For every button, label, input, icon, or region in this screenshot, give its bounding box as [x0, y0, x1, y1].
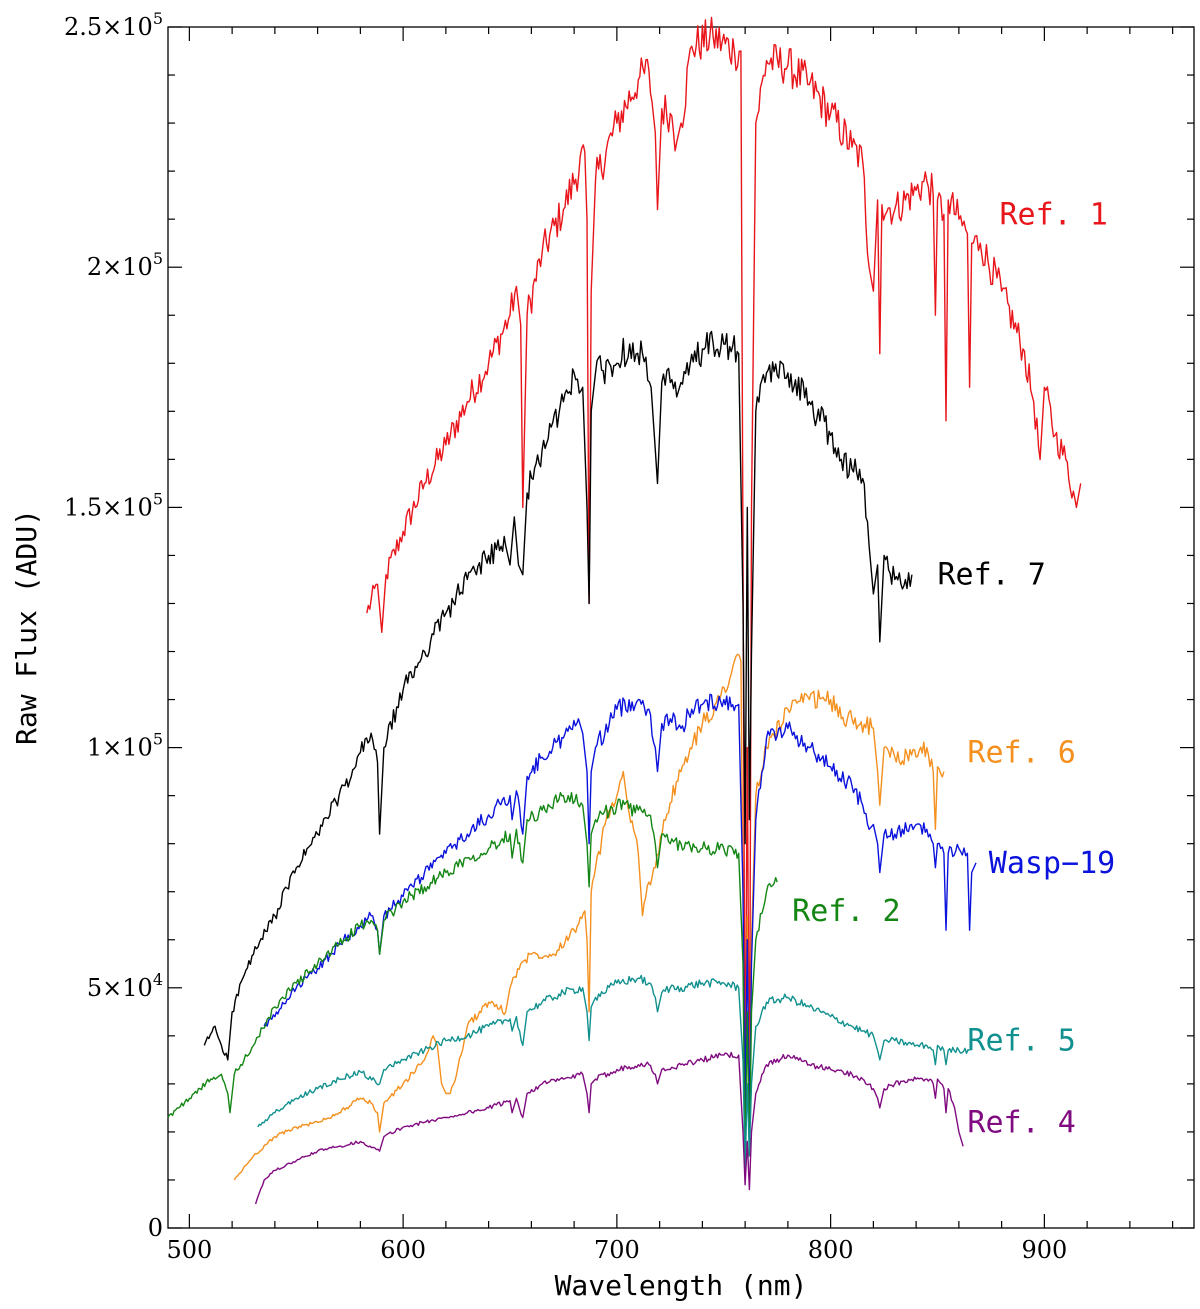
x-tick-label: 800 — [808, 1236, 854, 1264]
x-tick-label: 900 — [1021, 1236, 1067, 1264]
series-label: Ref. 5 — [967, 1024, 1075, 1059]
x-tick-label: 700 — [594, 1236, 640, 1264]
axis-ticks: 500 600 700 800 900 0 5×104 1×105 1.5×105 2×105 2.… — [64, 9, 1194, 1264]
series-label: Ref. 2 — [792, 894, 900, 929]
series-line-ref-7 — [203, 330, 913, 1061]
series-label: Wasp−19 — [989, 846, 1115, 881]
y-tick-label: 1.5×105 — [64, 489, 163, 521]
series-line-ref-6 — [233, 653, 945, 1181]
x-tick-label: 600 — [380, 1236, 426, 1264]
series-label: Ref. 4 — [967, 1105, 1075, 1140]
series-label: Ref. 1 — [999, 197, 1107, 232]
y-tick-label: 2.5×105 — [64, 9, 163, 41]
series-line-ref-4 — [254, 1051, 964, 1205]
x-tick-label: 500 — [166, 1236, 212, 1264]
plot-frame — [167, 26, 1195, 1229]
series-line-ref-2 — [167, 791, 778, 1172]
series-label: Ref. 7 — [938, 558, 1046, 593]
y-tick-label: 1×105 — [87, 730, 163, 762]
y-tick-label: 2×105 — [87, 249, 163, 281]
y-tick-label: 0 — [148, 1214, 163, 1242]
series-label: Ref. 6 — [967, 735, 1075, 770]
series-line-ref-5 — [257, 974, 970, 1172]
series-group — [167, 16, 1082, 1205]
y-tick-label: 5×104 — [87, 970, 163, 1002]
y-axis-title: Raw Flux (ADU) — [10, 509, 43, 745]
series-line-ref-1 — [366, 16, 1082, 1133]
series-labels: Ref. 1 Ref. 7 Ref. 6 Wasp−19 Ref. 2 Ref. 5 Ref… — [792, 197, 1115, 1140]
x-axis-title: Wavelength (nm) — [555, 1269, 808, 1302]
